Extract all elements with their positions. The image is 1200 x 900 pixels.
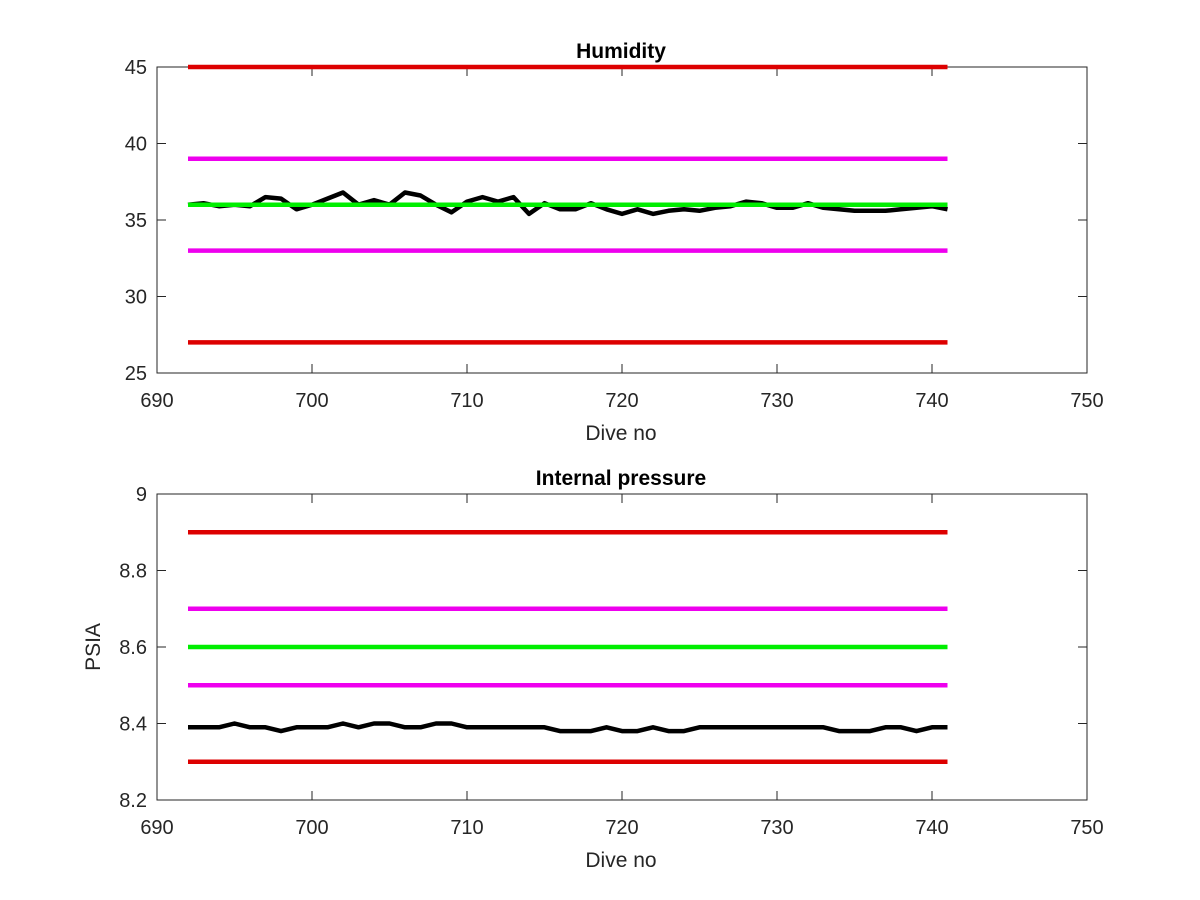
pressure-x-tick-label: 710 — [450, 817, 483, 839]
humidity-series — [187, 64, 948, 345]
humidity-x-tick-label: 700 — [295, 390, 328, 412]
pressure-y-tick-label: 8.6 — [119, 637, 147, 659]
humidity-y-tick-label: 25 — [125, 363, 147, 385]
pressure-x-tick-label: 730 — [760, 817, 793, 839]
humidity-axes — [156, 66, 1088, 374]
pressure-x-tick-label: 740 — [915, 817, 948, 839]
pressure-y-tick-label: 8.4 — [119, 714, 147, 736]
pressure-chart: Internal pressure 690 700 710 720 730 740 750 8… — [82, 467, 1104, 872]
humidity-y-tick-label: 35 — [125, 210, 147, 232]
pressure-x-tick-label: 720 — [605, 817, 638, 839]
humidity-x-tick-label: 720 — [605, 390, 638, 412]
humidity-x-tick-label: 730 — [760, 390, 793, 412]
pressure-chart-title: Internal pressure — [536, 467, 706, 490]
pressure-y-tick-label: 9 — [136, 484, 147, 506]
humidity-x-tick-label: 750 — [1070, 390, 1103, 412]
pressure-y-tick-label: 8.8 — [119, 561, 147, 583]
humidity-chart-title: Humidity — [576, 40, 666, 63]
pressure-x-tick-label: 700 — [295, 817, 328, 839]
pressure-y-tick-label: 8.2 — [119, 790, 147, 812]
pressure-ticks: 690 700 710 720 730 740 750 8.2 8.4 8.6 8.8 9 — [119, 484, 1104, 839]
pressure-series-line-5 — [188, 721, 948, 734]
humidity-ticks: 690 700 710 720 730 740 750 25 30 35 40 45 — [125, 57, 1104, 412]
pressure-x-axis-label: Dive no — [585, 849, 656, 872]
pressure-x-tick-label: 690 — [140, 817, 173, 839]
humidity-y-tick-label: 40 — [125, 134, 147, 156]
humidity-x-tick-label: 710 — [450, 390, 483, 412]
humidity-y-tick-label: 30 — [125, 287, 147, 309]
humidity-y-tick-label: 45 — [125, 57, 147, 79]
pressure-y-axis-label: PSIA — [82, 623, 105, 671]
humidity-x-axis-label: Dive no — [585, 422, 656, 445]
pressure-x-tick-label: 750 — [1070, 817, 1103, 839]
pressure-series — [188, 529, 948, 764]
humidity-x-tick-label: 740 — [915, 390, 948, 412]
humidity-chart: Humidity 690 700 710 720 730 740 750 25 30 35 40 45… — [125, 40, 1104, 445]
humidity-x-tick-label: 690 — [140, 390, 173, 412]
